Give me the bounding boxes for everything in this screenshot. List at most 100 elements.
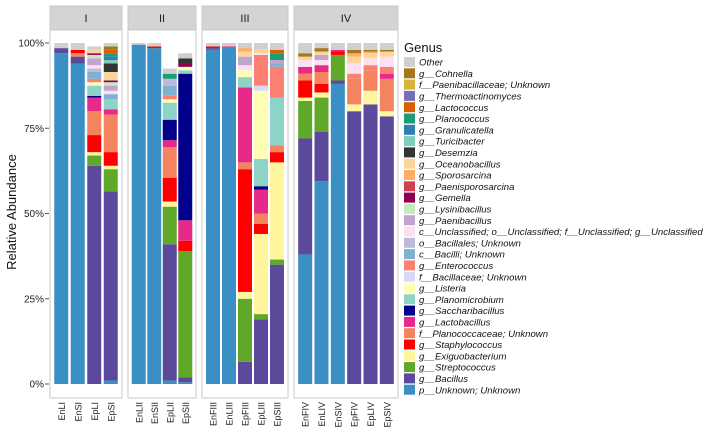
bar-segment-g-exiguobacterium — [363, 90, 378, 105]
bar-segment-g-bacillus — [330, 80, 345, 84]
legend-item-f-paenibacillaceae-unknown: f__Paenibacillaceae; Unknown — [404, 79, 550, 91]
legend-swatch — [404, 237, 415, 248]
bar-segment-c-unclassified-o-unclassified-f-unclassified-g-unclassified — [314, 60, 329, 66]
y-tick-label: 50% — [24, 209, 44, 220]
bar-enliv — [314, 43, 329, 384]
bar-segment-g-staphylococcus — [298, 80, 313, 98]
bar-segment-g-streptococcus — [254, 314, 268, 320]
bar-segment-g-planomicrobium — [162, 102, 177, 120]
x-tick-label: EpSIII — [273, 402, 283, 427]
facet-panel-i: I — [49, 5, 123, 399]
bar-segment-c-unclassified-o-unclassified-f-unclassified-g-unclassified — [254, 53, 268, 55]
bar-segment-g-paenibacillus — [270, 60, 284, 64]
legend-item-c-unclassified-o-unclassified-f-unclassified-g-unclassified: c__Unclassified; o__Unclassified; f__Unc… — [404, 226, 703, 238]
bar-segment-p-unknown-unknown — [314, 181, 329, 384]
bar-segment-other — [254, 43, 268, 50]
bar-segment-other — [363, 43, 378, 50]
bar-segment-f-planococcaceae-unknown — [347, 78, 362, 105]
bar-segment-f-planococcaceae-unknown — [298, 73, 313, 81]
bar-segment-g-enterococcus — [254, 54, 268, 86]
bar-segment-g-cohnella — [363, 49, 378, 52]
facet-strip-label: II — [159, 13, 165, 25]
legend-label: g__Exiguobacterium — [419, 351, 506, 362]
legend-label: g__Lactobacillus — [419, 318, 491, 329]
legend-label: g__Sporosarcina — [419, 171, 492, 182]
bar-segment-p-unknown-unknown — [162, 380, 177, 384]
bar-segment-p-unknown-unknown — [178, 382, 193, 384]
x-tick-label: EnFIII — [209, 402, 219, 426]
legend-swatch — [404, 316, 415, 327]
bar-epfiii — [238, 43, 252, 384]
facet-panel-iv: IV — [293, 5, 399, 399]
bar-segment-other — [147, 43, 162, 47]
bar-segment-f-bacillaceae-unknown — [254, 85, 268, 91]
bar-segment-g-planomicrobium — [238, 77, 252, 88]
legend-item-g-paenibacillus: g__Paenibacillus — [404, 215, 492, 227]
legend-item-g-desemzia: g__Desemzia — [404, 147, 478, 159]
bar-segment-g-lactobacillus — [330, 49, 345, 52]
bar-enfiii — [206, 43, 220, 384]
bar-segment-g-staphylococcus — [70, 49, 85, 54]
bar-enli — [54, 43, 69, 384]
legend-item-other: Other — [404, 57, 444, 69]
bar-segment-g-bacillus — [54, 48, 69, 54]
bar-segment-g-lactobacillus — [298, 66, 313, 74]
bar-segment-g-sporosarcina — [363, 51, 378, 54]
bar-segment-other — [330, 43, 345, 50]
bar-segment-g-bacillus — [70, 56, 85, 64]
legend-label: g__Oceanobacillus — [419, 159, 501, 170]
facet-strip-label: IV — [341, 13, 352, 25]
legend-swatch — [404, 79, 415, 90]
bar-segment-other — [87, 46, 102, 50]
x-tick-label: EpSI — [106, 402, 116, 422]
bar-segment-g-enterococcus — [270, 66, 284, 98]
bar-segment-p-unknown-unknown — [103, 380, 118, 384]
bar-segment-g-exiguobacterium — [238, 291, 252, 299]
legend: Genus Otherg__Cohnellaf__Paenibacillacea… — [404, 40, 703, 396]
bar-segment-p-unknown-unknown — [70, 63, 85, 385]
bar-segment-g-listeria — [238, 70, 252, 78]
bar-segment-g-oceanobacillus — [347, 56, 362, 64]
bar-segment-g-exiguobacterium — [162, 201, 177, 207]
legend-title: Genus — [404, 40, 443, 55]
bar-segment-g-desemzia — [103, 63, 118, 72]
legend-swatch — [404, 113, 415, 124]
legend-label: g__Lactococcus — [419, 103, 489, 114]
bar-segment-g-streptococcus — [330, 54, 345, 81]
facet-panel-ii: II — [127, 5, 197, 399]
bar-segment-g-streptococcus — [314, 97, 329, 132]
bar-segment-g-gemella — [103, 80, 118, 83]
bar-segment-g-cohnella — [314, 48, 329, 52]
bar-segment-g-bacillus — [87, 165, 102, 384]
legend-swatch — [404, 350, 415, 361]
bar-segment-g-bacillus — [254, 319, 268, 384]
bar-segment-o-bacillales-unknown — [162, 78, 177, 86]
bar-segment-g-cohnella — [347, 49, 362, 54]
bar-segment-g-lactobacillus — [254, 189, 268, 214]
bar-segment-g-staphylococcus — [330, 51, 345, 55]
bar-segment-g-enterococcus — [347, 73, 362, 79]
bar-segment-c-unclassified-o-unclassified-f-unclassified-g-unclassified — [298, 60, 313, 67]
bar-segment-g-planococcus — [162, 73, 177, 79]
bar-segment-g-lactobacillus — [103, 109, 118, 115]
x-tick-label: EnSIV — [333, 402, 343, 428]
bar-segment-g-staphylococcus — [178, 240, 193, 252]
bar-segment-p-unknown-unknown — [131, 44, 146, 385]
bar-segment-g-enterococcus — [363, 65, 378, 71]
bar-segment-g-desemzia — [178, 58, 193, 64]
bar-segment-g-bacillus — [206, 48, 220, 50]
legend-item-c-bacilli-unknown: c__Bacilli; Unknown — [404, 249, 505, 261]
bar-segment-g-exiguobacterium — [314, 92, 329, 98]
legend-label: g__Lysinibacillus — [419, 205, 492, 216]
legend-swatch — [404, 158, 415, 169]
bar-segment-g-exiguobacterium — [270, 162, 284, 260]
bar-segment-o-bacillales-unknown — [87, 68, 102, 72]
bar-segment-g-bacillus — [178, 377, 193, 383]
x-tick-label: EnSI — [73, 402, 83, 422]
bar-segment-g-oceanobacillus — [314, 51, 329, 55]
bar-segment-g-streptococcus — [238, 298, 252, 362]
legend-label: f__Planococcaceae; Unknown — [419, 329, 548, 340]
legend-swatch — [404, 362, 415, 373]
